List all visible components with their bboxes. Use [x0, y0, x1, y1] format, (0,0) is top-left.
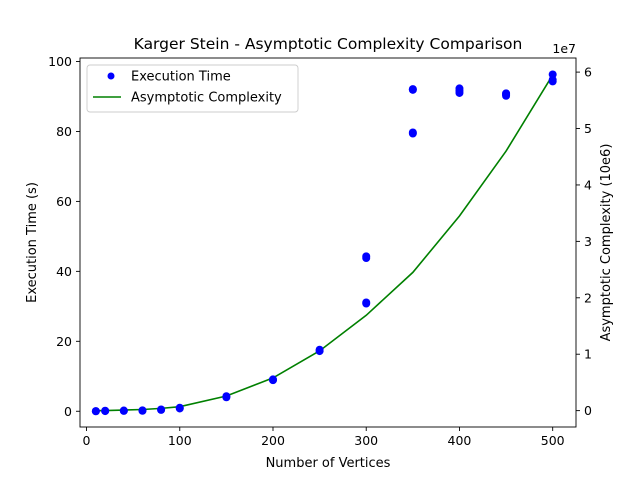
plot-area [79, 57, 577, 428]
legend-label-asymptotic-complexity: Asymptotic Complexity [131, 91, 282, 106]
y-right-tick-label: 1 [584, 347, 592, 362]
y-tick-label: 20 [56, 334, 72, 349]
data-point-execution-time [157, 405, 166, 414]
legend-box [86, 64, 299, 113]
data-point-execution-time [101, 406, 110, 415]
data-point-execution-time [138, 406, 147, 415]
y-tick-label: 80 [56, 124, 72, 139]
y-axis-right: 0 1 2 3 4 5 6 [576, 65, 592, 418]
y-right-tick-label: 0 [584, 403, 592, 418]
x-tick-label: 300 [354, 433, 378, 448]
y-right-tick-label: 3 [584, 234, 592, 249]
x-tick-label: 500 [541, 433, 565, 448]
data-point-execution-time [268, 375, 277, 384]
y-tick-label: 60 [56, 194, 72, 209]
y-right-tick-label: 5 [584, 121, 592, 136]
y-right-tick-label: 4 [584, 177, 592, 192]
data-point-execution-time [119, 406, 128, 415]
x-tick-label: 100 [168, 433, 192, 448]
y-axis-right-offset-text: 1e7 [552, 41, 576, 56]
y-right-tick-label: 6 [584, 65, 592, 80]
data-point-execution-time [315, 345, 324, 354]
y-axis-right-label: Asymptotic Complexity (10e6) [599, 144, 614, 342]
data-point-execution-time [175, 403, 184, 412]
x-tick-label: 0 [83, 433, 91, 448]
plot-frame [79, 57, 577, 428]
y-axis-left: 0 20 40 60 80 100 [48, 54, 80, 419]
x-axis: 0 100 200 300 400 500 [83, 427, 565, 448]
data-point-execution-time [502, 89, 511, 98]
data-point-execution-time [362, 252, 371, 261]
series-execution-time [91, 70, 557, 416]
data-point-execution-time [362, 298, 371, 307]
y-tick-label: 0 [64, 404, 72, 419]
x-axis-label: Number of Vertices [266, 456, 391, 471]
data-point-execution-time [408, 85, 417, 94]
y-tick-label: 100 [48, 54, 72, 69]
data-point-execution-time [222, 392, 231, 401]
legend: Execution Time Asymptotic Complexity [86, 64, 299, 113]
data-point-execution-time [91, 407, 100, 416]
x-tick-label: 200 [261, 433, 285, 448]
data-point-execution-time [455, 84, 464, 93]
chart-title: Karger Stein - Asymptotic Complexity Com… [134, 35, 523, 53]
y-axis-label: Execution Time (s) [25, 182, 40, 303]
data-point-execution-time [548, 70, 557, 79]
y-tick-label: 40 [56, 264, 72, 279]
legend-label-execution-time: Execution Time [131, 70, 231, 85]
x-tick-label: 400 [448, 433, 472, 448]
data-point-execution-time [408, 128, 417, 137]
legend-marker-execution-time [107, 72, 115, 80]
y-right-tick-label: 2 [584, 290, 592, 305]
